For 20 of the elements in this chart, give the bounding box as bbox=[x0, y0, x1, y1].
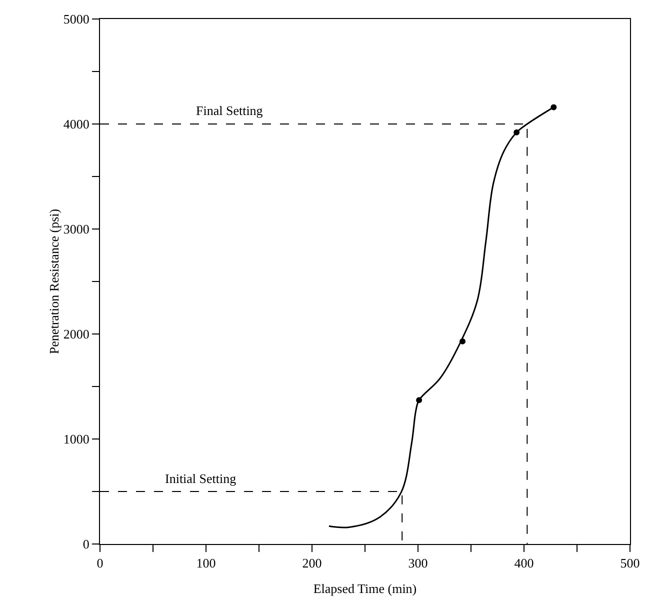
x-tick-label: 100 bbox=[196, 556, 216, 571]
y-tick-label: 1000 bbox=[63, 432, 90, 447]
y-axis-title: Penetration Resistance (psi) bbox=[46, 208, 62, 354]
x-tick-label: 300 bbox=[408, 556, 428, 571]
point bbox=[416, 397, 422, 404]
y-tick-label: 5000 bbox=[63, 12, 90, 27]
point bbox=[550, 104, 557, 110]
point bbox=[514, 129, 520, 136]
y-tick-label: 2000 bbox=[63, 326, 90, 342]
x-tick-label: 0 bbox=[96, 556, 104, 571]
annotation: Initial Setting bbox=[165, 471, 237, 486]
x-tick-label: 200 bbox=[302, 556, 322, 571]
x-tick-label: 400 bbox=[514, 556, 534, 571]
x-tick-label: 500 bbox=[620, 556, 640, 571]
y-tick-label: 3000 bbox=[63, 222, 90, 237]
y-tick-label: 4000 bbox=[63, 116, 90, 132]
x-axis-title: Elapsed Time (min) bbox=[313, 581, 417, 596]
y-tick-label: 0 bbox=[82, 536, 90, 552]
annotation: Final Setting bbox=[196, 103, 264, 118]
point bbox=[460, 338, 466, 344]
